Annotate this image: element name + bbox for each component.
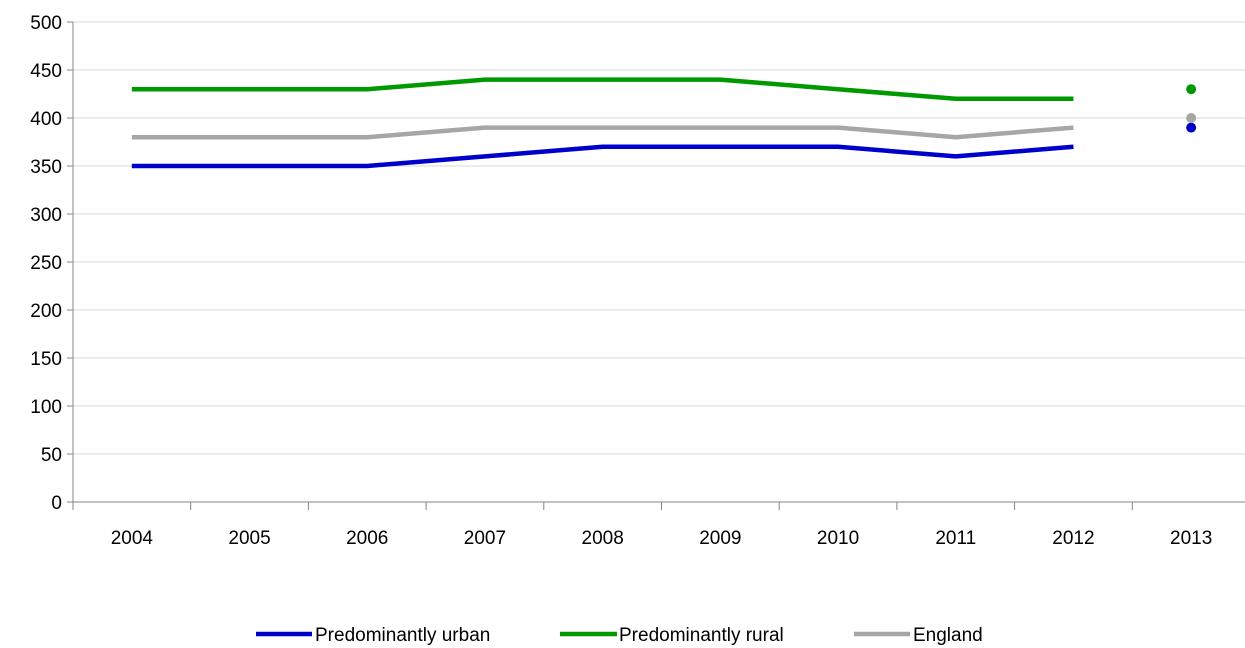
x-tick-label: 2006: [346, 528, 388, 549]
y-tick-label: 100: [30, 397, 62, 418]
y-tick-label: 200: [30, 301, 62, 322]
x-tick-label: 2004: [111, 528, 154, 549]
series: [131, 77, 1197, 169]
gridlines: [73, 21, 1245, 455]
y-tick-label: 350: [30, 157, 62, 178]
data-point-predominantly-urban: [1186, 122, 1197, 133]
legend-label: Predominantly rural: [619, 625, 784, 646]
series-line-england: [131, 125, 1074, 140]
legend-label: England: [913, 625, 983, 646]
axes: [67, 21, 1245, 510]
y-axis-tick-labels: 0 50 100 150 200 250 300 350 400 450 500: [30, 13, 62, 514]
x-axis-tick-labels: 2004 2005 2006 2007 2008 2009 2010 2011 2012 2013: [111, 528, 1213, 549]
x-tick-label: 2010: [817, 528, 859, 549]
data-point-predominantly-rural: [1186, 84, 1197, 95]
y-tick-label: 150: [30, 349, 62, 370]
x-tick-label: 2011: [935, 528, 976, 549]
y-tick-label: 300: [30, 205, 62, 226]
x-tick-label: 2012: [1052, 528, 1094, 549]
y-tick-label: 500: [30, 13, 62, 34]
x-tick-label: 2008: [582, 528, 624, 549]
x-tick-label: 2007: [464, 528, 506, 549]
data-point-england: [1186, 113, 1197, 123]
x-tick-label: 2009: [699, 528, 741, 549]
series-line-predominantly-rural: [131, 77, 1074, 102]
y-tick-label: 50: [41, 445, 62, 466]
y-tick-label: 0: [51, 493, 62, 514]
series-line-predominantly-urban: [131, 144, 1074, 169]
x-tick-label: 2013: [1170, 528, 1212, 549]
y-tick-label: 450: [30, 61, 62, 82]
legend-label: Predominantly urban: [315, 625, 490, 646]
x-tick-label: 2005: [228, 528, 270, 549]
y-tick-label: 250: [30, 253, 62, 274]
y-tick-label: 400: [30, 109, 62, 130]
legend: Predominantly urban Predominantly rural En…: [256, 625, 983, 646]
